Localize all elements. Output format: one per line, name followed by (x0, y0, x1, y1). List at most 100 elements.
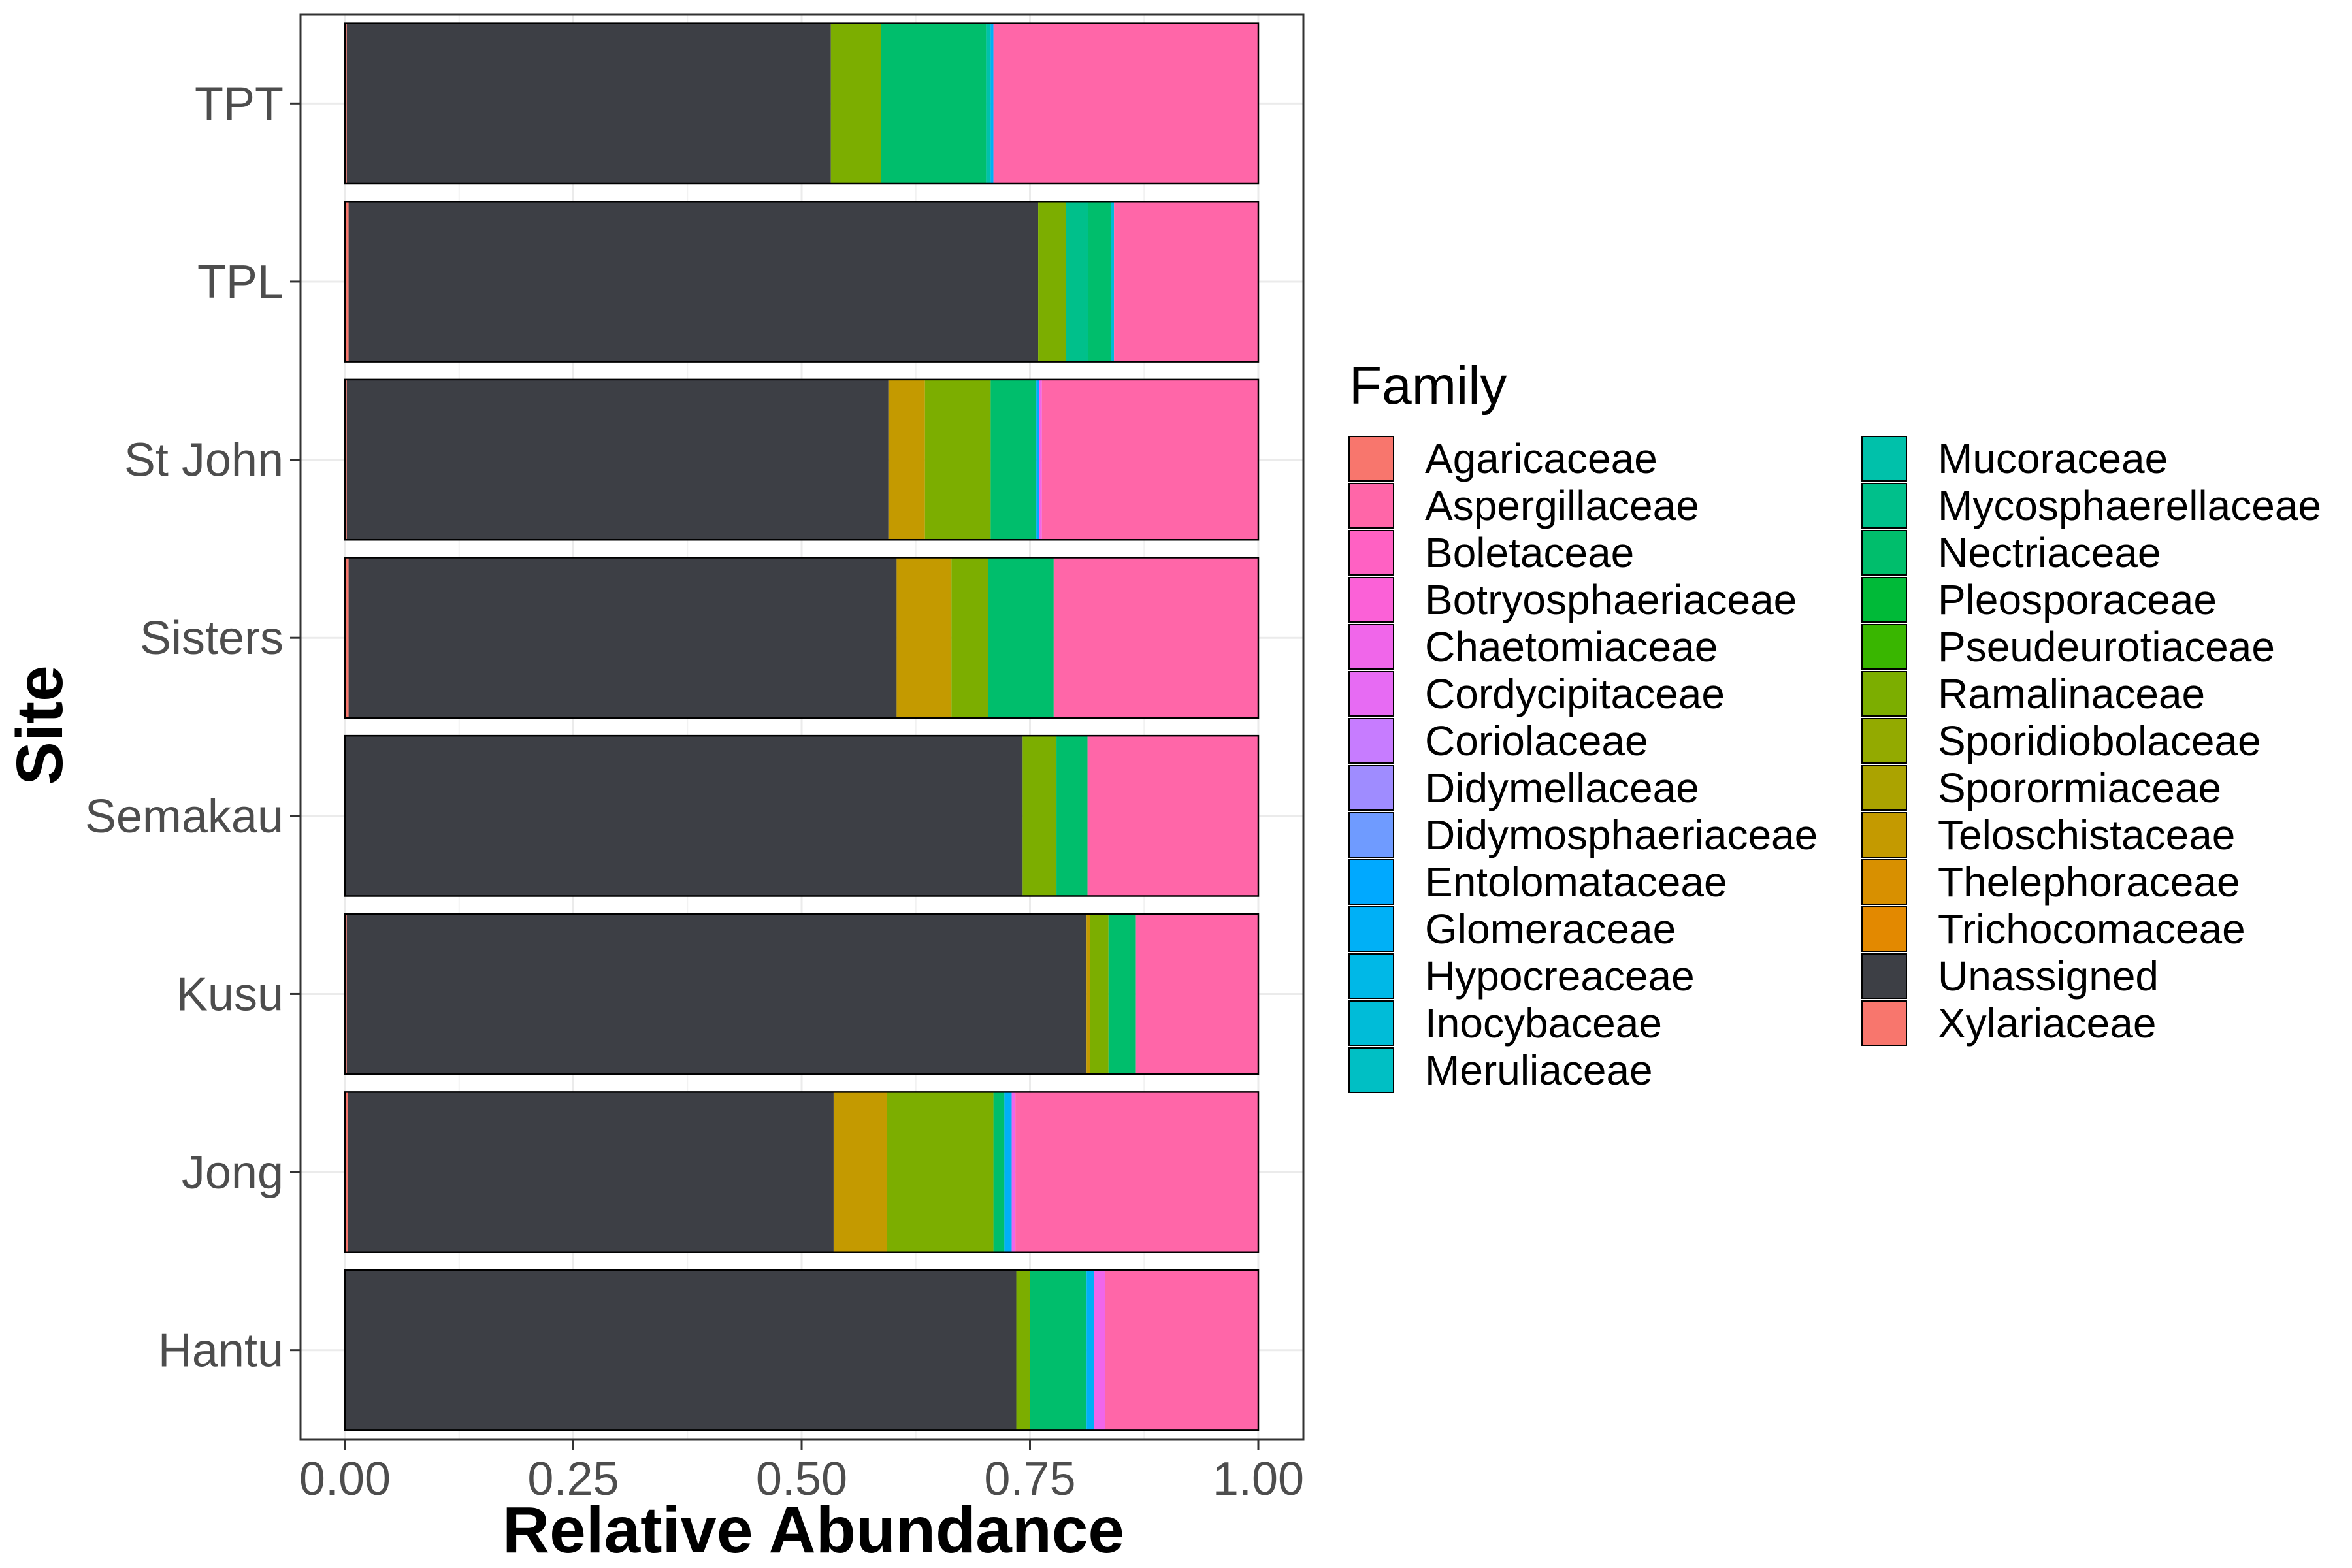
legend-key-teloschistaceae (1861, 812, 1907, 858)
legend-item-cordycipitaceae: Cordycipitaceae (1348, 670, 1725, 717)
legend-key-thelephoraceae (1861, 859, 1907, 905)
legend-item-agaricaceae: Agaricaceae (1348, 435, 1658, 482)
legend-label: Sporormiaceae (1938, 764, 2221, 811)
x-axis: 0.00 0.25 0.50 0.75 1.00 (299, 1439, 1304, 1505)
bar-outline-kusu (344, 913, 1260, 1075)
legend-key-pseudeurotiaceae (1861, 624, 1907, 670)
bar-segment-jong-agaricaceae (345, 1092, 348, 1252)
bar-sisters (344, 557, 1260, 719)
legend-key-mycosphaerellaceae (1861, 483, 1907, 529)
legend-key-unassigned (1861, 953, 1907, 999)
legend-item-inocybaceae: Inocybaceae (1348, 1000, 1662, 1047)
bar-segment-tpt-unassigned (346, 23, 831, 184)
y-tick-label: TPT (195, 78, 284, 130)
bar-semakau (344, 734, 1260, 897)
bar-segment-semakau-aspergillaceae (1087, 736, 1258, 896)
legend-title: Family (1349, 356, 1507, 416)
bar-segment-jong-ramalinaceae (887, 1092, 994, 1252)
bar-segment-jong-aspergillaceae (1015, 1092, 1258, 1252)
y-tick-label: TPL (197, 256, 284, 308)
legend-key-boletaceae (1348, 530, 1394, 576)
bar-segment-semakau-nectriaceae (1056, 736, 1088, 896)
bar-segment-tpt-ramalinaceae (830, 23, 881, 184)
x-tick-label: 1.00 (1213, 1453, 1304, 1505)
legend-item-sporormiaceae: Sporormiaceae (1861, 764, 2221, 811)
legend-key-sporidiobolaceae (1861, 718, 1907, 764)
legend-key-ramalinaceae (1861, 671, 1907, 717)
bar-segment-tpl-inocybaceae (1111, 201, 1115, 362)
bar-segment-kusu-unassigned (346, 913, 1087, 1075)
bars-layer (344, 22, 1260, 1431)
bar-segment-jong-teloschistaceae (833, 1092, 887, 1252)
bar-segment-sisters-ramalinaceae (951, 557, 988, 718)
bar-segment-sisters-teloschistaceae (896, 557, 952, 718)
bar-segment-hantu-ramalinaceae (1016, 1270, 1030, 1431)
bar-segment-tpt-mucoraceae (986, 23, 991, 184)
bar-hantu (344, 1269, 1260, 1431)
legend-label: Pseudeurotiaceae (1938, 623, 2275, 670)
bar-jong (344, 1091, 1260, 1253)
bar-st-john (344, 378, 1260, 541)
bar-segment-tpt-agaricaceae (345, 23, 347, 184)
legend-key-hypocreaceae (1348, 953, 1394, 999)
bar-outline-sisters (344, 557, 1260, 719)
legend-label: Nectriaceae (1938, 529, 2161, 576)
bar-segment-semakau-unassigned (345, 736, 1023, 896)
legend-label: Xylariaceae (1938, 1000, 2156, 1047)
legend-item-meruliaceae: Meruliaceae (1348, 1047, 1653, 1094)
legend-item-botryosphaeriaceae: Botryosphaeriaceae (1348, 576, 1797, 623)
legend-item-entolomataceae: Entolomataceae (1348, 858, 1727, 906)
legend-key-mucoraceae (1861, 436, 1907, 482)
bar-segment-tpt-glomeraceae (990, 23, 994, 184)
legend-key-coriolaceae (1348, 718, 1394, 764)
bar-segment-st-john-aspergillaceae (1041, 379, 1258, 540)
legend-label: Coriolaceae (1425, 717, 1648, 764)
legend-label: Botryosphaeriaceae (1425, 576, 1797, 623)
bar-outline-tpt (344, 22, 1260, 185)
legend-item-nectriaceae: Nectriaceae (1861, 529, 2161, 576)
bar-segment-tpl-nectriaceae (1088, 201, 1111, 362)
legend-key-nectriaceae (1861, 530, 1907, 576)
legend-label: Sporidiobolaceae (1938, 717, 2261, 764)
bar-segment-tpl-ramalinaceae (1038, 201, 1066, 362)
y-tick-label: Jong (182, 1147, 284, 1199)
bar-kusu (344, 913, 1260, 1075)
bar-segment-sisters-aspergillaceae (1053, 557, 1258, 718)
bar-segment-kusu-aspergillaceae (1135, 913, 1258, 1075)
legend-label: Glomeraceae (1425, 906, 1676, 953)
bar-segment-st-john-unassigned (346, 379, 889, 540)
legend-item-mucoraceae: Mucoraceae (1861, 435, 2168, 482)
legend-label: Unassigned (1938, 953, 2159, 1000)
legend-label: Didymellaceae (1425, 764, 1699, 811)
x-tick-label: 0.75 (984, 1453, 1075, 1505)
legend-key-agaricaceae (1348, 436, 1394, 482)
legend-label: Trichocomaceae (1938, 906, 2246, 953)
legend-label: Teloschistaceae (1938, 811, 2235, 858)
bar-segment-tpt-aspergillaceae (993, 23, 1258, 184)
bar-segment-st-john-chaetomiaceae (1039, 379, 1042, 540)
legend-label: Mucoraceae (1938, 435, 2168, 482)
bar-segment-tpl-aspergillaceae (1114, 201, 1258, 362)
legend-key-didymosphaeriaceae (1348, 812, 1394, 858)
legend-label: Entolomataceae (1425, 858, 1727, 906)
bar-segment-hantu-unassigned (345, 1270, 1017, 1431)
bar-segment-hantu-glomeraceae (1086, 1270, 1094, 1431)
legend-key-botryosphaeriaceae (1348, 577, 1394, 623)
legend-label: Agaricaceae (1425, 435, 1658, 482)
legend-key-aspergillaceae (1348, 483, 1394, 529)
bar-segment-st-john-nectriaceae (990, 379, 1037, 540)
bar-segment-jong-unassigned (348, 1092, 834, 1252)
legend-key-inocybaceae (1348, 1000, 1394, 1046)
legend-label: Cordycipitaceae (1425, 670, 1725, 717)
legend-item-thelephoraceae: Thelephoraceae (1861, 858, 2240, 906)
y-tick-label: Semakau (85, 791, 284, 843)
legend-label: Inocybaceae (1425, 1000, 1662, 1047)
bar-segment-jong-chaetomiaceae (1011, 1092, 1016, 1252)
legend-item-trichocomaceae: Trichocomaceae (1861, 906, 2246, 953)
x-tick-label: 0.50 (756, 1453, 847, 1505)
x-axis-title: Relative Abundance (502, 1494, 1124, 1567)
bar-segment-st-john-entolomataceae (1036, 379, 1039, 540)
bar-segment-hantu-chaetomiaceae (1094, 1270, 1105, 1431)
legend-key-chaetomiaceae (1348, 624, 1394, 670)
